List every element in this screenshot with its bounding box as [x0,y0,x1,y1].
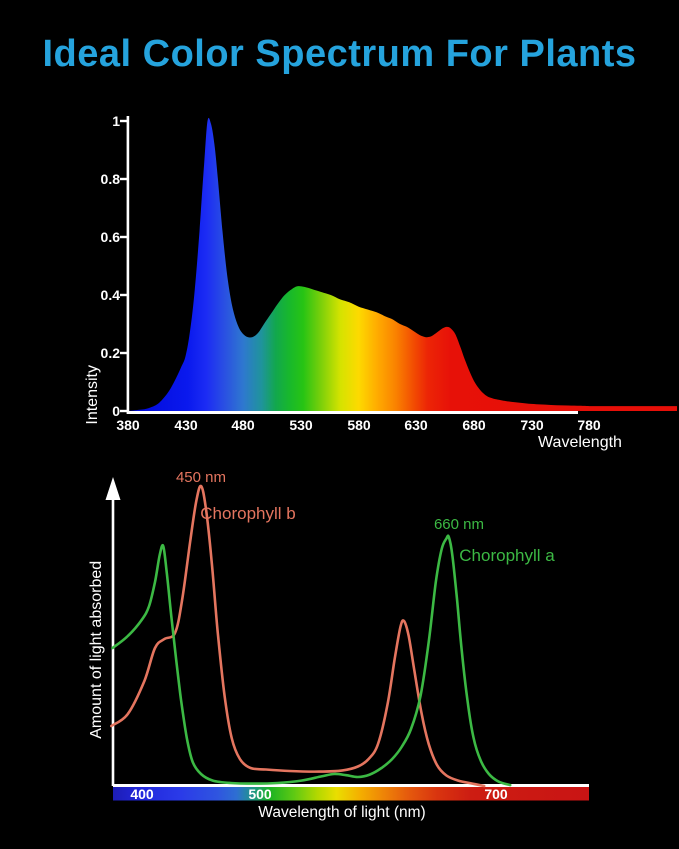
infographic: Ideal Color Spectrum For Plants 1 0.8 0.… [0,0,679,849]
top-x-axis [127,411,578,414]
wavelength-axis-label: Wavelength [510,434,650,452]
legend-chlorophyll-b: Chorophyll b [168,505,328,524]
page-title: Ideal Color Spectrum For Plants [0,33,679,76]
bar-tick-500: 500 [230,787,290,801]
intensity-axis-label: Intensity [84,325,102,465]
bottom-x-axis-label: Wavelength of light (nm) [222,804,462,821]
bottom-y-axis-arrowhead [106,477,121,500]
x-tick-530: 530 [276,417,326,433]
x-tick-630: 630 [391,417,441,433]
x-tick-780: 780 [564,417,614,433]
y-tick-0.6: 0.6 [78,229,120,245]
bar-tick-400: 400 [112,787,172,801]
annotation-450nm: 450 nm [151,470,251,487]
spectrum-area-fill [128,118,677,411]
x-tick-480: 480 [218,417,268,433]
x-tick-430: 430 [161,417,211,433]
x-tick-580: 580 [334,417,384,433]
y-tick-0.4: 0.4 [78,287,120,303]
x-tick-680: 680 [449,417,499,433]
top-y-axis [127,116,130,414]
y-tick-0.8: 0.8 [78,171,120,187]
bottom-y-axis [112,496,115,786]
x-tick-380: 380 [103,417,153,433]
amount-absorbed-axis-label: Amount of light absorbed [88,530,106,770]
x-tick-730: 730 [507,417,557,433]
bar-tick-700: 700 [466,787,526,801]
y-tick-1: 1 [78,113,120,129]
legend-chlorophyll-a: Chorophyll a [427,547,587,566]
chlorophyll-a-curve [113,536,511,785]
annotation-660nm: 660 nm [409,517,509,534]
